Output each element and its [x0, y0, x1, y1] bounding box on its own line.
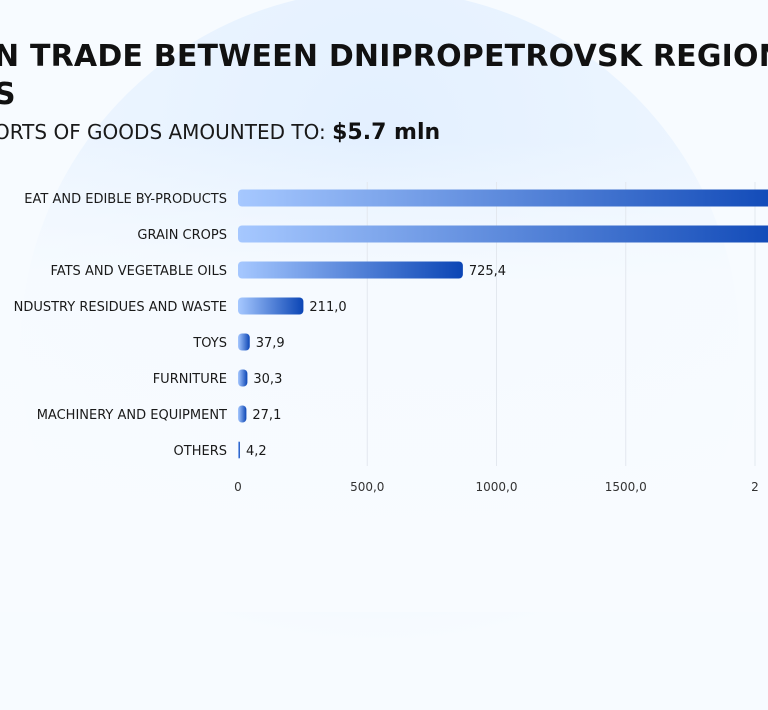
bar: [238, 225, 768, 243]
value-label: 4,2: [246, 444, 267, 459]
bar: [238, 405, 247, 423]
x-tick-label: 1500,0: [605, 480, 647, 494]
category-label: EAT AND EDIBLE BY-PRODUCTS: [24, 192, 227, 207]
bar: [238, 441, 240, 459]
category-label: FURNITURE: [153, 372, 227, 387]
value-label: 211,0: [309, 300, 346, 315]
bar: [238, 297, 304, 315]
x-tick-label: 0: [234, 480, 242, 494]
chart-subtitle: ORTS OF GOODS AMOUNTED TO: $5.7 mln: [0, 120, 440, 145]
title-line-2: S: [0, 77, 16, 112]
category-label: TOYS: [192, 336, 227, 351]
background-fade: [0, 140, 768, 612]
value-label: 725,4: [469, 264, 506, 279]
bar-chart: 0 500,0 1000,0 1500,0 2 EAT AND EDIBLE BY-PRO…: [14, 182, 768, 494]
category-label: NDUSTRY RESIDUES AND WASTE: [14, 300, 227, 315]
value-label: 27,1: [252, 408, 281, 423]
bar: [238, 189, 768, 207]
category-label: FATS AND VEGETABLE OILS: [50, 264, 227, 279]
category-label: OTHERS: [174, 444, 227, 459]
value-label: 37,9: [256, 336, 285, 351]
subtitle-text: ORTS OF GOODS AMOUNTED TO:: [0, 120, 333, 144]
category-label: GRAIN CROPS: [137, 228, 227, 243]
x-tick-label: 500,0: [350, 480, 384, 494]
title-line-1: N TRADE BETWEEN DNIPROPETROVSK REGION: [0, 39, 768, 74]
bar: [238, 333, 250, 351]
bar: [238, 261, 463, 279]
x-tick-label: 1000,0: [476, 480, 518, 494]
x-tick-label: 2: [751, 480, 759, 494]
subtitle-amount: $5.7 mln: [332, 120, 441, 145]
chart-title: N TRADE BETWEEN DNIPROPETROVSK REGION S: [0, 38, 768, 114]
value-label: 30,3: [253, 372, 282, 387]
category-label: MACHINERY AND EQUIPMENT: [37, 408, 227, 423]
bar: [238, 369, 248, 387]
